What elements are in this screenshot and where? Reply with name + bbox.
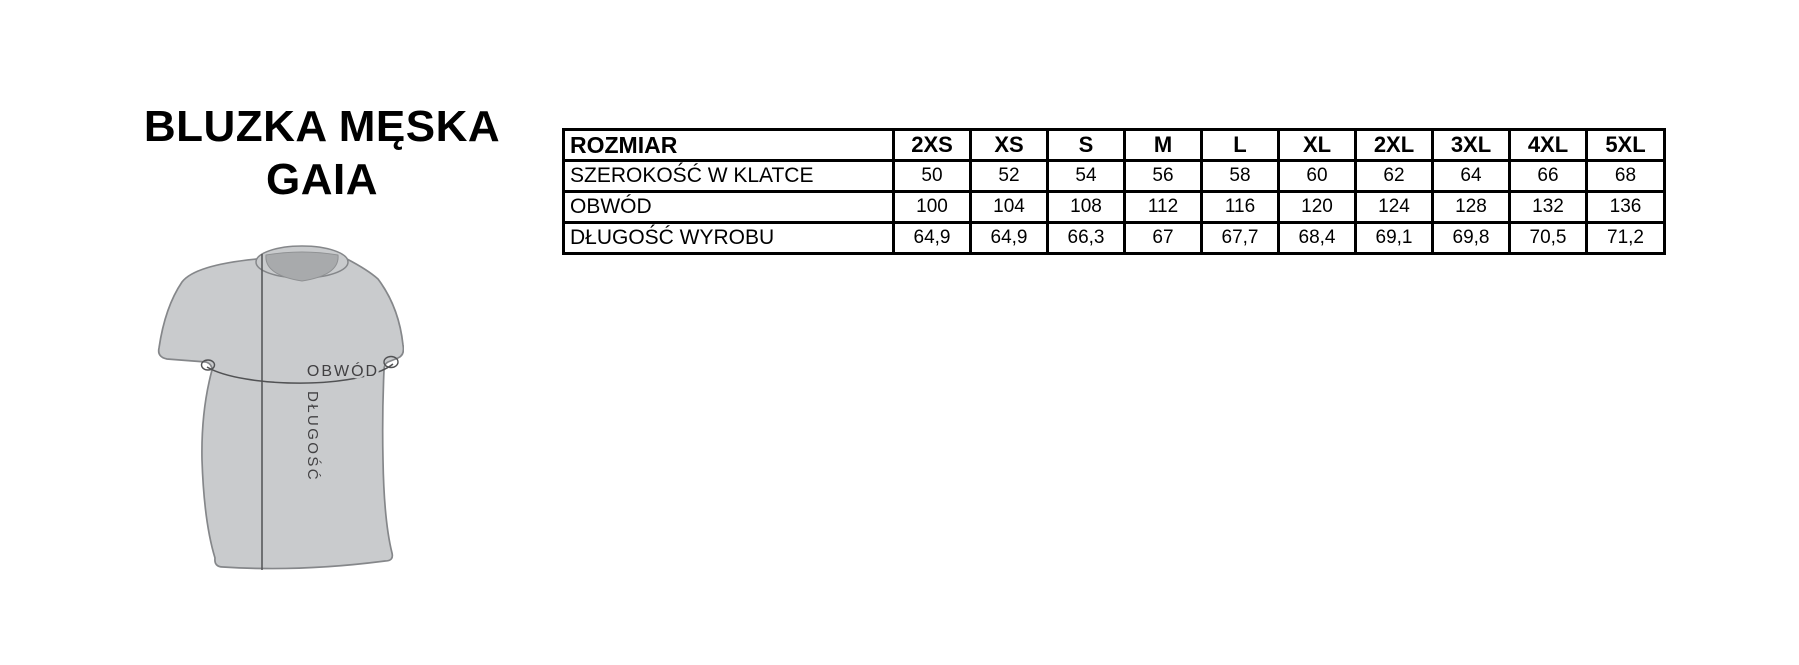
chest-width-s: 54	[1046, 159, 1126, 193]
size-header-5xl: 5XL	[1585, 128, 1666, 162]
size-header-2xs: 2XS	[892, 128, 972, 162]
circumference-s: 108	[1046, 190, 1126, 224]
chest-width-m: 56	[1123, 159, 1203, 193]
tshirt-diagram: OBWÓD DŁUGOŚĆ	[157, 245, 404, 570]
chest-width-2xs: 50	[892, 159, 972, 193]
collar-inner	[265, 251, 339, 282]
garment-length-3xl: 69,8	[1431, 221, 1511, 255]
length-label: DŁUGOŚĆ	[304, 391, 322, 482]
garment-length-xs: 64,9	[969, 221, 1049, 255]
circumference-m: 112	[1123, 190, 1203, 224]
garment-length-l: 67,7	[1200, 221, 1280, 255]
chest-width-5xl: 68	[1585, 159, 1666, 193]
size-header-2xl: 2XL	[1354, 128, 1434, 162]
row-label-garment-length: DŁUGOŚĆ WYROBU	[562, 221, 895, 255]
table-row-circumference: OBWÓD 100 104 108 112 116 120 124 128 13…	[562, 190, 1666, 224]
row-label-circumference: OBWÓD	[562, 190, 895, 224]
chest-width-4xl: 66	[1508, 159, 1588, 193]
size-header-xl: XL	[1277, 128, 1357, 162]
circumference-xl: 120	[1277, 190, 1357, 224]
size-header-4xl: 4XL	[1508, 128, 1588, 162]
garment-length-4xl: 70,5	[1508, 221, 1588, 255]
product-title-line2: GAIA	[266, 155, 378, 204]
circumference-3xl: 128	[1431, 190, 1511, 224]
size-header-xs: XS	[969, 128, 1049, 162]
row-label-chest-width: SZEROKOŚĆ W KLATCE	[562, 159, 895, 193]
circumference-tape-left-loop	[200, 359, 216, 371]
circumference-2xs: 100	[892, 190, 972, 224]
chest-width-xl: 60	[1277, 159, 1357, 193]
garment-length-m: 67	[1123, 221, 1203, 255]
table-row-garment-length: DŁUGOŚĆ WYROBU 64,9 64,9 66,3 67 67,7 68…	[562, 221, 1666, 255]
chest-width-3xl: 64	[1431, 159, 1511, 193]
tshirt-body-shape	[157, 252, 404, 570]
circumference-2xl: 124	[1354, 190, 1434, 224]
garment-length-5xl: 71,2	[1585, 221, 1666, 255]
circumference-l: 116	[1200, 190, 1280, 224]
circumference-5xl: 136	[1585, 190, 1666, 224]
product-title: BLUZKA MĘSKA GAIA	[130, 100, 514, 206]
size-table: ROZMIAR 2XS XS S M L XL 2XL 3XL 4XL 5XL …	[562, 128, 1666, 255]
product-title-line1: BLUZKA MĘSKA	[143, 102, 501, 151]
size-header-s: S	[1046, 128, 1126, 162]
size-header-3xl: 3XL	[1431, 128, 1511, 162]
circumference-xs: 104	[969, 190, 1049, 224]
circumference-tape-right-loop	[383, 355, 399, 369]
garment-length-xl: 68,4	[1277, 221, 1357, 255]
table-row-chest-width: SZEROKOŚĆ W KLATCE 50 52 54 56 58 60 62 …	[562, 159, 1666, 193]
chest-width-xs: 52	[969, 159, 1049, 193]
chest-width-l: 58	[1200, 159, 1280, 193]
garment-length-2xs: 64,9	[892, 221, 972, 255]
size-header-m: M	[1123, 128, 1203, 162]
circumference-measure-arc	[206, 363, 394, 384]
circumference-label: OBWÓD	[307, 361, 379, 380]
chest-width-2xl: 62	[1354, 159, 1434, 193]
circumference-4xl: 132	[1508, 190, 1588, 224]
garment-length-s: 66,3	[1046, 221, 1126, 255]
table-header-rozmiar: ROZMIAR	[562, 128, 895, 162]
size-header-l: L	[1200, 128, 1280, 162]
garment-length-2xl: 69,1	[1354, 221, 1434, 255]
table-header-row: ROZMIAR 2XS XS S M L XL 2XL 3XL 4XL 5XL	[562, 128, 1666, 162]
